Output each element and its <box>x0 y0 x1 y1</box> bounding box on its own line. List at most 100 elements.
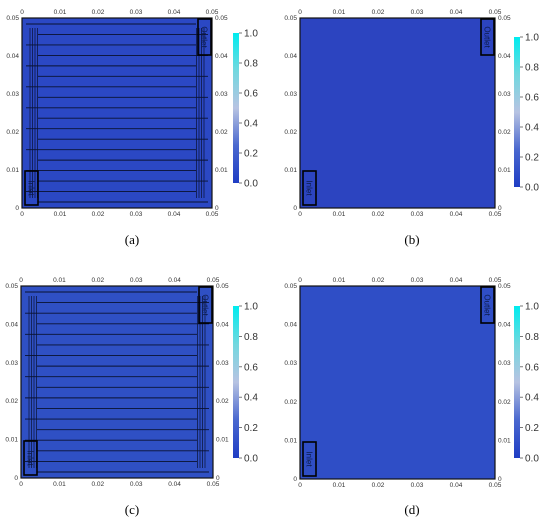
panel-d-y-tick-right: 0.05 <box>498 283 511 290</box>
panel-d-y-tick-left: 0.03 <box>284 360 297 367</box>
panel-d-x-tick-bottom: 0.04 <box>450 482 463 489</box>
panel-d-x-tick-top: 0.02 <box>372 277 385 284</box>
panel-d-inlet-box: Inlet <box>302 441 317 477</box>
panel-a-outlet-box: Outlet <box>197 18 212 56</box>
panel-b-outlet-label: Outlet <box>483 26 492 48</box>
panel-c-colorbar-tick-label: 0.8 <box>244 332 258 343</box>
panel-b-x-tick-bottom: 0 <box>298 211 302 218</box>
panel-a-x-tick-top: 0 <box>20 9 24 16</box>
panel-b-x-tick-bottom: 0.01 <box>333 211 346 218</box>
panel-c-y-tick-right: 0.04 <box>216 321 229 328</box>
panel-d-y-tick-right: 0.02 <box>498 399 511 406</box>
panel-c-outlet-box: Outlet <box>198 286 213 324</box>
panel-b-y-tick-right: 0.01 <box>498 167 511 174</box>
panel-d-colorbar-tick-label: 0.8 <box>525 332 539 343</box>
panel-d-colorbar-tick-label: 0.6 <box>525 362 539 373</box>
panel-d-outlet-box: Outlet <box>480 286 495 324</box>
panel-d-x-tick-top: 0 <box>298 277 302 284</box>
panel-a-field <box>22 18 212 208</box>
panel-d-y-ticks: 0 0 0.01 0.01 0.02 0.02 0.03 0.03 0.04 0.04 0.05 0.… <box>284 283 511 483</box>
panel-a-y-tick-right: 0.03 <box>215 91 228 98</box>
panel-d-x-tick-bottom: 0.03 <box>411 482 424 489</box>
panel-d-colorbar-tick-label: 0.0 <box>525 454 539 465</box>
panel-d-x-tick-top: 0.03 <box>411 277 424 284</box>
panel-a-y-tick-left: 0.03 <box>6 91 19 98</box>
panel-d-colorbar-gradient <box>514 306 520 458</box>
panel-a-x-tick-bottom: 0.05 <box>206 211 219 218</box>
panel-b-colorbar-tick-label: 0.4 <box>525 123 539 134</box>
panel-b-colorbar-tick-label: 0.2 <box>525 153 539 164</box>
panel-d-y-tick-left: 0.04 <box>284 322 297 329</box>
panel-a-y-tick-left: 0 <box>15 205 19 212</box>
panel-b: 000.010.010.020.020.030.030.040.040.050.… <box>284 9 539 247</box>
panel-c-x-tick-top: 0 <box>19 277 23 284</box>
panel-c-colorbar-tick-label: 0.6 <box>244 362 258 373</box>
panel-b-field <box>300 18 495 208</box>
panel-d-x-tick-bottom: 0.01 <box>333 482 346 489</box>
panel-b-x-tick-bottom: 0.05 <box>489 211 502 218</box>
panel-a-colorbar: 0.0 0.2 0.4 0.6 0.8 1.0 <box>233 29 258 190</box>
panel-b-y-ticks: 0 0 0.01 0.01 0.02 0.02 0.03 0.03 0.04 0.04 0.05 0.… <box>284 15 511 212</box>
panel-a-x-tick-bottom: 0.01 <box>54 211 67 218</box>
panel-a-inlet-box: Inlet <box>24 170 39 206</box>
panel-b-colorbar-gradient <box>514 37 520 187</box>
panel-d-y-tick-left: 0.01 <box>284 437 297 444</box>
panel-a: 000.010.010.020.020.030.030.040.040.050.… <box>6 9 258 247</box>
panel-d-y-tick-left: 0.02 <box>284 399 297 406</box>
panel-d-x-tick-top: 0.05 <box>489 277 502 284</box>
panel-a-frame <box>21 17 213 209</box>
panel-a-inlet-label: Inlet <box>27 180 36 196</box>
panel-b-y-tick-right: 0.05 <box>498 15 511 22</box>
panel-a-colorbar-tick-label: 1.0 <box>244 29 258 40</box>
panel-c-field <box>21 286 213 478</box>
panel-b-colorbar: 0.0 0.2 0.4 0.6 0.8 1.0 <box>514 33 539 194</box>
panel-c-y-tick-right: 0 <box>216 475 220 482</box>
panel-c-y-tick-left: 0.05 <box>5 283 18 290</box>
panel-c-colorbar-tick-label: 0.4 <box>244 393 258 404</box>
panel-d-x-tick-bottom: 0.02 <box>372 482 385 489</box>
panel-b-x-tick-bottom: 0.03 <box>411 211 424 218</box>
panel-c-x-tick-bottom: 0.01 <box>53 481 66 488</box>
panel-a-y-tick-left: 0.04 <box>6 53 19 60</box>
panel-a-x-tick-bottom: 0.02 <box>92 211 105 218</box>
panel-a-colorbar-tick-label: 0.4 <box>244 119 258 130</box>
panel-c-colorbar-tick-label: 0.0 <box>244 454 258 465</box>
panel-c-y-tick-left: 0.03 <box>5 360 18 367</box>
panel-b-frame <box>299 17 496 209</box>
panel-c-frame <box>20 285 214 479</box>
panel-d-x-ticks: 0 0 0.01 0.01 0.02 0.02 0.03 0.03 0.04 0.04 0.05 0.… <box>298 277 502 489</box>
panel-a-y-tick-right: 0.01 <box>215 167 228 174</box>
panel-c-y-tick-right: 0.02 <box>216 398 229 405</box>
panel-a-colorbar-tick-label: 0.6 <box>244 89 258 100</box>
panel-b-y-tick-right: 0.02 <box>498 129 511 136</box>
panel-c-x-tick-top: 0.05 <box>207 277 220 284</box>
panel-d-inlet-label: Inlet <box>305 451 314 467</box>
panel-c-x-tick-bottom: 0.02 <box>91 481 104 488</box>
panel-c-y-ticks: 0 0 0.01 0.01 0.02 0.02 0.03 0.03 0.04 0.04 0.05 0.… <box>5 283 229 482</box>
panel-a-outlet-label: Outlet <box>200 26 209 48</box>
panel-d-field <box>300 286 495 479</box>
panel-d-y-tick-right: 0 <box>498 476 502 483</box>
panel-c-x-tick-top: 0.04 <box>168 277 181 284</box>
panel-c-inlet-box: Inlet <box>23 440 38 476</box>
panel-b-y-tick-left: 0.05 <box>284 15 297 22</box>
panel-d-colorbar-tick-label: 1.0 <box>525 302 539 313</box>
panel-d: 000.010.010.020.020.030.030.040.040.050.… <box>284 277 539 517</box>
panel-a-x-tick-top: 0.02 <box>92 9 105 16</box>
panel-d-x-tick-top: 0.04 <box>450 277 463 284</box>
panel-b-y-tick-right: 0 <box>498 205 502 212</box>
panel-a-x-tick-bottom: 0 <box>20 211 24 218</box>
panel-b-y-tick-right: 0.04 <box>498 53 511 60</box>
panel-d-caption: (d) <box>404 502 419 517</box>
panel-c-y-tick-right: 0.01 <box>216 437 229 444</box>
panel-a-x-tick-top: 0.01 <box>54 9 67 16</box>
panel-c-x-tick-bottom: 0.05 <box>207 481 220 488</box>
panel-a-x-tick-bottom: 0.03 <box>130 211 143 218</box>
panel-d-highlights <box>298 285 490 422</box>
panel-a-y-tick-right: 0.05 <box>215 15 228 22</box>
panel-b-inlet-box: Inlet <box>302 170 317 206</box>
panel-a-colorbar-tick-label: 0.8 <box>244 59 258 70</box>
panel-d-x-tick-top: 0.01 <box>333 277 346 284</box>
panel-d-y-tick-left: 0 <box>293 476 297 483</box>
